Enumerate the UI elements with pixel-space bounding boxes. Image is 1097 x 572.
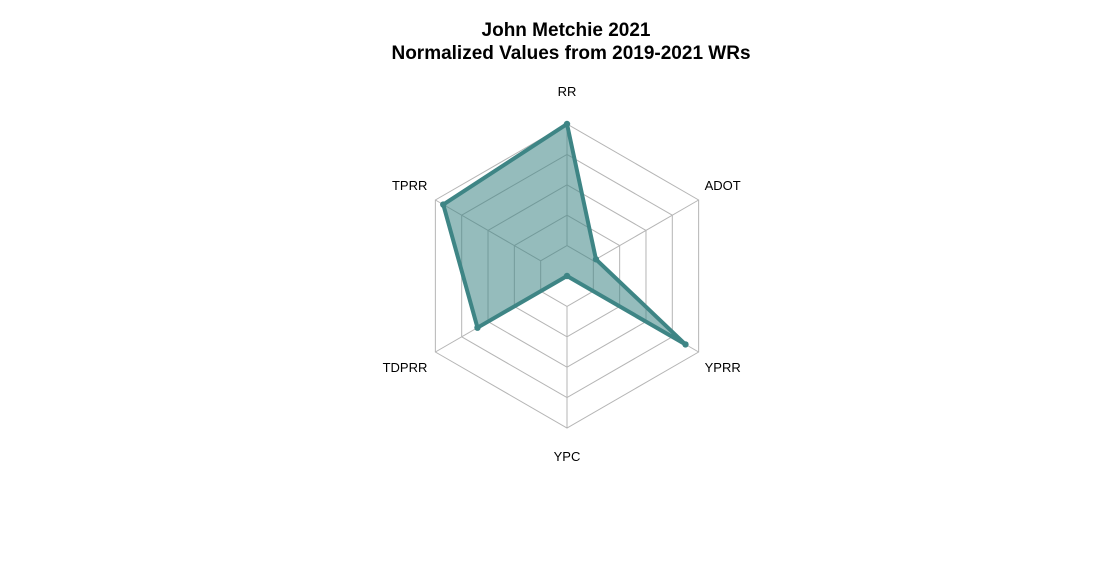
data-point [592, 256, 600, 263]
axis-label: TPRR [392, 178, 427, 193]
data-point [563, 120, 571, 128]
axis-label: ADOT [705, 178, 741, 193]
data-point [474, 324, 481, 331]
axis-spoke [593, 199, 699, 262]
radar-series [440, 120, 689, 348]
series-area [441, 122, 688, 347]
chart-subtitle: Normalized Values from 2019-2021 WRs [391, 43, 750, 64]
radar-axis-labels: RR ADOT YPRR YPC TDPRR TPRR [383, 84, 741, 464]
axis-label: YPRR [705, 360, 741, 375]
data-point [563, 272, 571, 280]
chart-title: John Metchie 2021 [482, 20, 651, 41]
data-point [682, 341, 689, 348]
data-point [440, 201, 447, 208]
axis-label: YPC [554, 449, 581, 464]
axis-label: TDPRR [383, 360, 428, 375]
axis-label: RR [558, 84, 577, 99]
